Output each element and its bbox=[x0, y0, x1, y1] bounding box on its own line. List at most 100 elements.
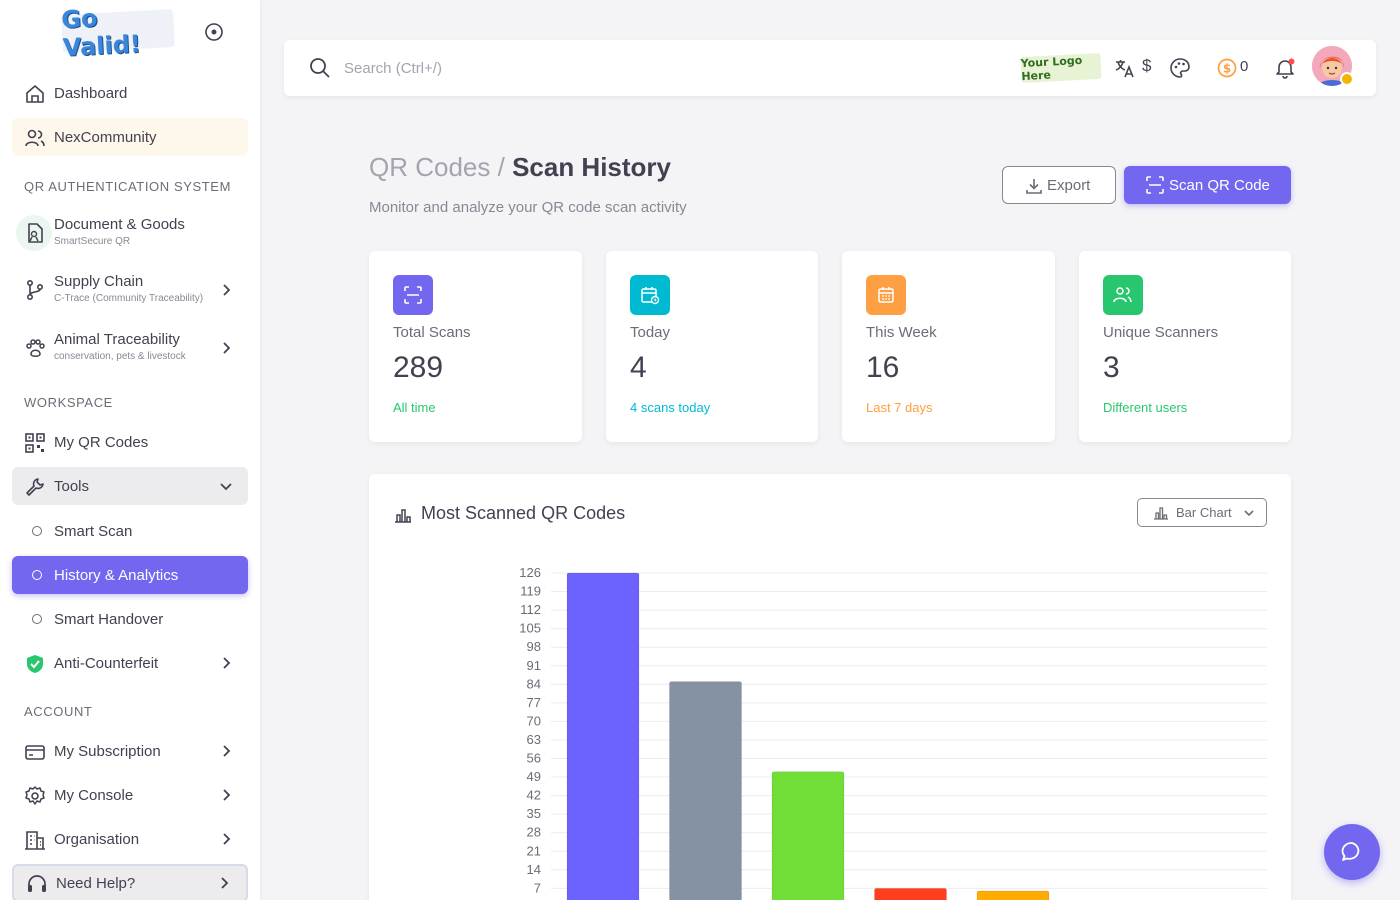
users-icon bbox=[1113, 287, 1132, 303]
building-icon bbox=[25, 831, 45, 850]
y-tick-label: 7 bbox=[534, 880, 541, 895]
stat-icon-badge bbox=[393, 275, 433, 315]
file-check-icon bbox=[28, 223, 43, 243]
y-tick-label: 28 bbox=[527, 825, 541, 840]
sidebar-item-sublabel: C-Trace (Community Traceability) bbox=[54, 293, 204, 304]
sidebar-item-label: Smart Scan bbox=[54, 522, 133, 540]
y-tick-label: 105 bbox=[519, 621, 541, 636]
chevron-down-icon bbox=[1244, 510, 1254, 517]
sidebar-item-document-goods[interactable]: Document & Goods SmartSecure QR bbox=[12, 211, 248, 255]
chart-bar[interactable] bbox=[976, 890, 1050, 900]
bar-chart-icon bbox=[1154, 507, 1168, 520]
sidebar-item-label: My Subscription bbox=[54, 742, 161, 760]
chevron-right-icon bbox=[223, 833, 231, 845]
y-tick-label: 56 bbox=[527, 751, 541, 766]
sidebar-item-supply-chain[interactable]: Supply Chain C-Trace (Community Traceabi… bbox=[12, 268, 248, 312]
sidebar-item-label: Animal Traceability bbox=[54, 331, 180, 348]
sidebar-item-nexcommunity[interactable]: NexCommunity bbox=[12, 118, 248, 156]
sidebar-item-my-console[interactable]: My Console bbox=[12, 776, 248, 814]
y-tick-label: 98 bbox=[527, 639, 541, 654]
coin-count: 0 bbox=[1240, 58, 1249, 75]
translate-icon[interactable] bbox=[1114, 57, 1136, 79]
sidebar-item-animal-traceability[interactable]: Animal Traceability conservation, pets &… bbox=[12, 326, 248, 370]
y-tick-label: 49 bbox=[527, 769, 541, 784]
sidebar-item-label: Smart Handover bbox=[54, 610, 164, 628]
sidebar-item-anti-counterfeit[interactable]: Anti-Counterfeit bbox=[12, 644, 248, 682]
stat-value: 16 bbox=[866, 351, 900, 384]
chart-bar[interactable] bbox=[669, 681, 742, 900]
calendar-clock-icon bbox=[641, 287, 660, 305]
y-tick-label: 112 bbox=[520, 602, 541, 617]
bullet-icon bbox=[32, 614, 42, 624]
topbar: Your Logo Here $ $ 0 bbox=[284, 40, 1376, 96]
search-icon[interactable] bbox=[308, 56, 332, 80]
y-tick-label: 77 bbox=[527, 695, 541, 710]
stat-note: 4 scans today bbox=[630, 400, 711, 415]
chart-title: Most Scanned QR Codes bbox=[421, 503, 626, 523]
stat-label: This Week bbox=[866, 324, 937, 341]
chevron-right-icon bbox=[223, 745, 231, 757]
stat-note: Last 7 days bbox=[866, 400, 933, 415]
sidebar-item-smart-handover[interactable]: Smart Handover bbox=[12, 600, 248, 638]
sidebar-item-tools[interactable]: Tools bbox=[12, 467, 248, 505]
sidebar-item-label: Document & Goods bbox=[54, 216, 185, 233]
bell-icon[interactable] bbox=[1274, 57, 1296, 79]
stat-value: 289 bbox=[393, 351, 444, 384]
bar-chart-icon bbox=[395, 509, 411, 523]
brand-logo[interactable]: Go Valid! bbox=[61, 4, 175, 62]
sidebar-item-label: Anti-Counterfeit bbox=[54, 654, 159, 672]
y-tick-label: 84 bbox=[527, 676, 541, 691]
sidebar-item-need-help[interactable]: Need Help? bbox=[12, 864, 248, 900]
y-tick-label: 91 bbox=[527, 658, 541, 673]
page-title: Scan History bbox=[512, 152, 672, 182]
breadcrumb: QR Codes / Scan History bbox=[369, 152, 671, 183]
y-tick-label: 119 bbox=[520, 584, 541, 599]
sidebar-item-my-subscription[interactable]: My Subscription bbox=[12, 732, 248, 770]
sidebar-item-label: Supply Chain bbox=[54, 273, 144, 290]
chart-bar[interactable] bbox=[566, 572, 640, 900]
chart-bar[interactable] bbox=[771, 771, 845, 900]
chevron-right-icon bbox=[221, 877, 229, 889]
sidebar-item-dashboard[interactable]: Dashboard bbox=[12, 74, 248, 112]
search-input[interactable] bbox=[344, 54, 744, 82]
sidebar: Go Valid! Dashboard NexCommunity QR AUTH… bbox=[0, 0, 260, 900]
sidebar-item-label: Tools bbox=[54, 477, 90, 495]
sidebar-item-history-analytics[interactable]: History & Analytics bbox=[12, 556, 248, 594]
sidebar-item-organisation[interactable]: Organisation bbox=[12, 820, 248, 858]
svg-text:$: $ bbox=[1223, 62, 1231, 76]
stat-value: 3 bbox=[1103, 351, 1120, 384]
currency-switcher[interactable]: $ bbox=[1142, 56, 1152, 75]
chart-bar[interactable] bbox=[874, 887, 947, 900]
logo-row: Go Valid! bbox=[0, 0, 260, 66]
coin-icon[interactable]: $ bbox=[1216, 57, 1238, 79]
scan-icon bbox=[404, 286, 422, 304]
company-logo-placeholder[interactable]: Your Logo Here bbox=[1020, 52, 1102, 84]
sidebar-item-label: My QR Codes bbox=[54, 433, 149, 451]
stat-card-unique-scanners: Unique Scanners 3 Different users bbox=[1079, 251, 1291, 442]
users-icon bbox=[25, 129, 45, 147]
sidebar-item-my-qr-codes[interactable]: My QR Codes bbox=[12, 423, 248, 461]
breadcrumb-parent[interactable]: QR Codes / bbox=[369, 152, 505, 182]
chart-type-select[interactable]: Bar Chart bbox=[1137, 498, 1267, 527]
scan-qr-button-label: Scan QR Code bbox=[1169, 176, 1270, 194]
bullet-icon bbox=[32, 570, 42, 580]
palette-icon[interactable] bbox=[1169, 57, 1191, 79]
stat-card-this-week: This Week 16 Last 7 days bbox=[842, 251, 1055, 442]
scan-qr-button[interactable]: Scan QR Code bbox=[1124, 166, 1291, 204]
export-button[interactable]: Export bbox=[1002, 166, 1116, 204]
export-button-label: Export bbox=[1047, 176, 1091, 194]
credit-card-icon bbox=[25, 745, 45, 760]
collapse-sidebar-icon[interactable] bbox=[204, 22, 224, 42]
stat-icon-badge bbox=[866, 275, 906, 315]
stat-label: Unique Scanners bbox=[1103, 324, 1219, 341]
chevron-right-icon bbox=[223, 342, 231, 354]
y-tick-label: 14 bbox=[527, 862, 541, 877]
sidebar-item-smart-scan[interactable]: Smart Scan bbox=[12, 512, 248, 550]
sidebar-item-label: Dashboard bbox=[54, 84, 128, 102]
chat-button[interactable] bbox=[1324, 824, 1380, 880]
git-branch-icon bbox=[26, 279, 44, 301]
chevron-right-icon bbox=[223, 657, 231, 669]
stat-note: All time bbox=[393, 400, 436, 415]
sidebar-item-sublabel: conservation, pets & livestock bbox=[54, 351, 186, 362]
bullet-icon bbox=[32, 526, 42, 536]
